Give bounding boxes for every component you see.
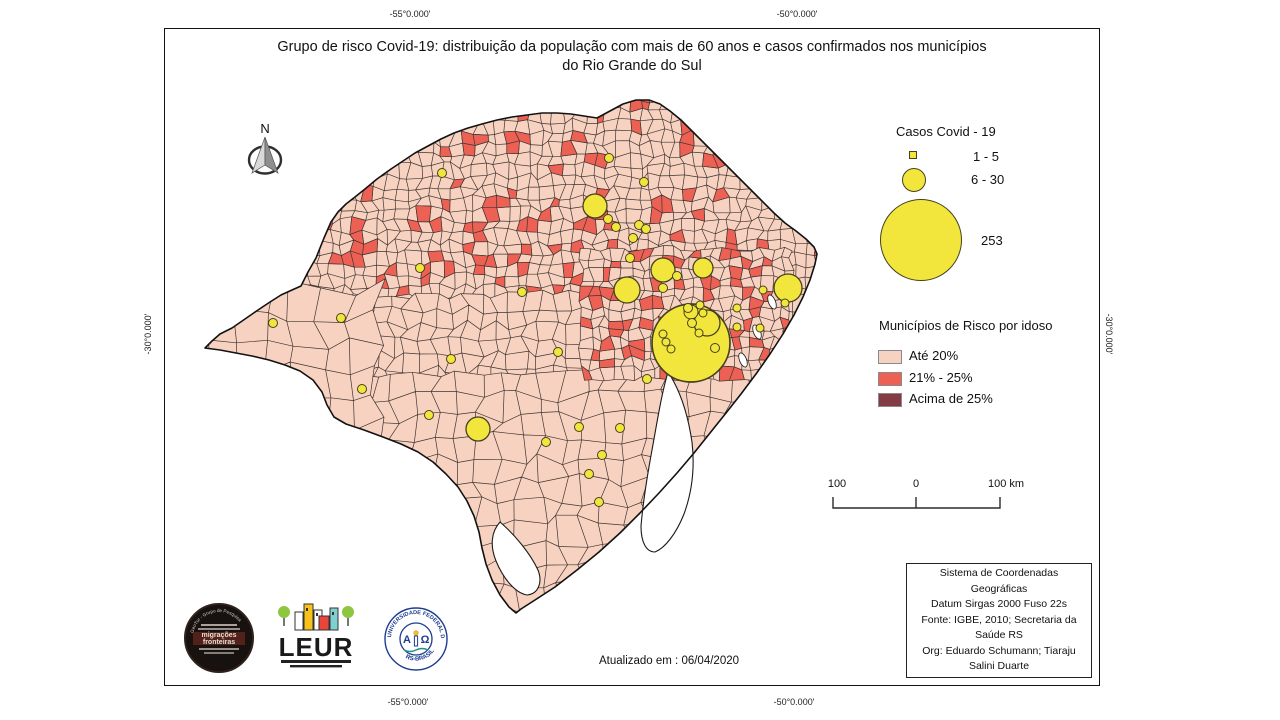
graticule-label-top-right: -50°0.000' <box>776 9 818 19</box>
ufpel-logo: UNIVERSIDADE FEDERAL DE PELOTAS RS-BRASI… <box>384 607 448 671</box>
legend-cases-symbol-large-circle <box>880 199 962 281</box>
map-title: Grupo de risco Covid-19: distribuição da… <box>184 38 1080 76</box>
graticule-label-bottom-right: -50°0.000' <box>773 697 815 707</box>
graticule-label-left: -30°0.000' <box>143 313 153 355</box>
credits-box: Sistema de Coordenadas Geográficas Datum… <box>906 563 1092 678</box>
legend-cases-label-2: 6 - 30 <box>971 172 1005 187</box>
map-title-line2: do Rio Grande do Sul <box>562 58 702 74</box>
legend-cases-title: Casos Covid - 19 <box>896 124 996 139</box>
credits-line: Org: Eduardo Schumann; Tiaraju <box>922 644 1076 657</box>
scalebar-label-middle: 0 <box>912 478 920 490</box>
legend-risk-swatch-2 <box>878 372 902 386</box>
leur-logo-skyline <box>278 603 354 631</box>
geotur-logo-word2: fronteiras <box>203 639 235 646</box>
leur-logo: LEUR <box>278 603 354 668</box>
ufpel-logo-omega: Ω <box>421 634 430 646</box>
legend-risk-title: Municípios de Risco por idoso <box>879 318 1053 333</box>
credits-line: Salini Duarte <box>968 660 1030 673</box>
graticule-label-top-left: -55°0.000' <box>389 9 431 19</box>
credits-line: Sistema de Coordenadas <box>939 567 1059 580</box>
legend-cases-symbol-medium-circle <box>902 168 926 192</box>
scalebar-label-right: 100 km <box>988 478 1025 490</box>
legend-cases-symbol-square <box>909 151 917 159</box>
leur-logo-tagline-bar <box>281 660 351 663</box>
legend-cases-label-1: 1 - 5 <box>973 149 1000 164</box>
geotur-logo-word1: migrações <box>201 632 236 639</box>
ufpel-logo-candle <box>413 635 419 647</box>
credits-line: Fonte: IGBE, 2010; Secretaria da <box>921 613 1077 626</box>
legend-risk-label-3: Acima de 25% <box>909 391 993 406</box>
scalebar-label-left: 100 <box>827 478 847 490</box>
legend-risk-swatch-1 <box>878 350 902 364</box>
updated-date: Atualizado em : 06/04/2020 <box>598 655 740 667</box>
ufpel-logo-flame <box>413 630 419 636</box>
ufpel-logo-alpha: Α <box>403 634 411 646</box>
graticule-label-right: -30°0.000' <box>1104 313 1114 355</box>
geotur-logo: GeoTur - Grupo de Pesquisa migrações fro… <box>184 603 254 673</box>
leur-logo-tagline-bar <box>290 665 342 668</box>
ufpel-logo-waves <box>403 647 429 653</box>
legend-risk-swatch-3 <box>878 393 902 407</box>
legend-cases-label-3: 253 <box>981 233 1003 248</box>
geotur-logo-band <box>193 632 245 645</box>
credits-line: Saúde RS <box>975 629 1023 642</box>
map-title-line1: Grupo de risco Covid-19: distribuição da… <box>277 39 987 55</box>
legend-risk-label-1: Até 20% <box>909 348 959 363</box>
graticule-label-bottom-left: -55°0.000' <box>387 697 429 707</box>
leur-logo-wordmark: LEUR <box>279 632 354 662</box>
credits-line: Geográficas <box>970 582 1028 595</box>
credits-line: Datum Sirgas 2000 Fuso 22s <box>931 598 1067 611</box>
legend-risk-label-2: 21% - 25% <box>909 370 973 385</box>
